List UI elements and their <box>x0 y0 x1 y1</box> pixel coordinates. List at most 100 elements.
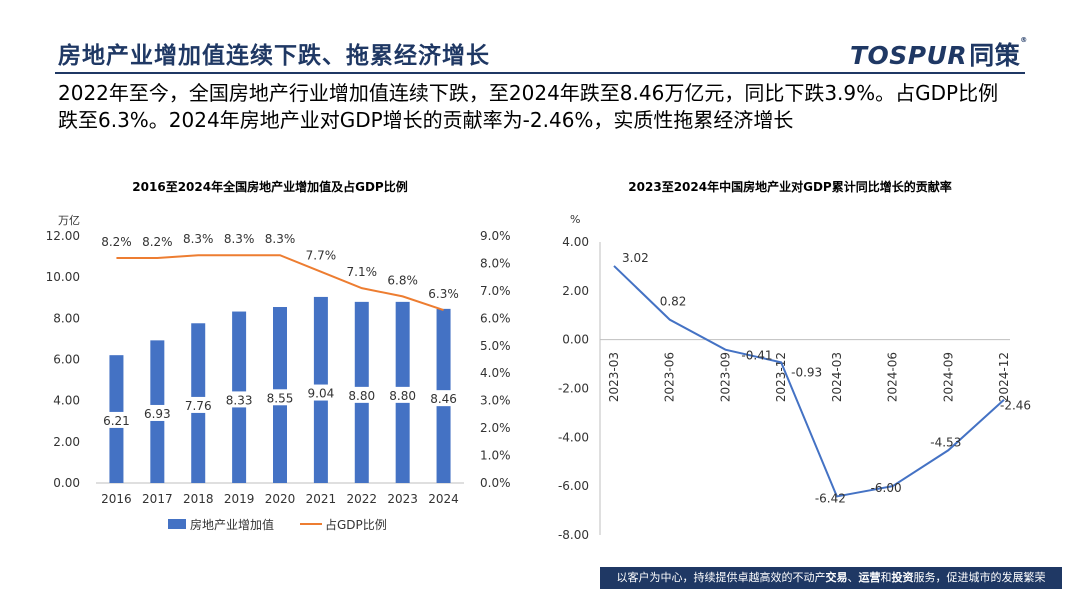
left-x-tick-label: 2024 <box>428 492 459 506</box>
left-y2-tick-label: 8.0% <box>480 256 511 270</box>
left-y-tick-label: 0.00 <box>53 476 80 490</box>
right-y-tick-label: 0.00 <box>562 333 589 347</box>
right-y-tick-label: -8.00 <box>558 528 589 542</box>
ratio-value-label: 8.2% <box>101 235 132 249</box>
right-y-tick-label: -4.00 <box>558 430 589 444</box>
left-x-tick-label: 2021 <box>306 492 337 506</box>
footer-text-2: 和 <box>880 571 892 584</box>
bar-value-label: 6.93 <box>144 407 171 421</box>
right-x-tick-label: 2024-12 <box>997 352 1011 402</box>
left-x-tick-label: 2022 <box>347 492 378 506</box>
logo-cn: 同策 <box>969 41 1021 70</box>
bar-value-label: 8.33 <box>226 393 253 407</box>
left-y-tick-label: 2.00 <box>53 435 80 449</box>
contribution-value-label: 0.82 <box>660 295 687 309</box>
left-y2-tick-label: 5.0% <box>480 339 511 353</box>
right-x-tick-label: 2023-06 <box>663 352 677 402</box>
footer-sep-1: 、 <box>847 571 859 584</box>
contribution-value-label: -6.00 <box>871 481 902 495</box>
left-y2-tick-label: 9.0% <box>480 229 511 243</box>
footer-bold-1: 交易 <box>825 571 848 584</box>
legend-label-line: 占GDP比例 <box>325 517 387 532</box>
contribution-value-label: -6.42 <box>815 491 846 505</box>
right-y-tick-label: -2.00 <box>558 382 589 396</box>
left-x-tick-label: 2016 <box>101 492 132 506</box>
right-y-axis-unit: % <box>570 213 580 226</box>
bar-label-bg <box>98 411 135 428</box>
title-divider <box>55 72 1025 74</box>
footer-banner: 以客户为中心，持续提供卓越高效的不动产交易、运营和投资服务，促进城市的发展繁荣 <box>600 567 1062 589</box>
left-y-tick-label: 12.00 <box>46 229 80 243</box>
bar-label-bg <box>139 404 176 421</box>
contribution-value-label: -2.46 <box>1000 399 1031 413</box>
left-y2-tick-label: 3.0% <box>480 394 511 408</box>
contribution-value-label: -0.41 <box>741 349 772 363</box>
bar-label-bg <box>302 384 339 401</box>
left-x-tick-label: 2019 <box>224 492 255 506</box>
left-x-tick-label: 2017 <box>142 492 173 506</box>
right-y-tick-label: -6.00 <box>558 479 589 493</box>
bar-label-bg <box>343 386 380 403</box>
right-chart-title: 2023至2024年中国房地产业对GDP累计同比增长的贡献率 <box>628 180 952 194</box>
footer-text-1: 以客户为中心，持续提供卓越高效的不动产 <box>616 571 826 584</box>
left-x-tick-label: 2020 <box>265 492 296 506</box>
bar-value-label: 9.04 <box>308 387 335 401</box>
right-x-tick-label: 2024-06 <box>886 352 900 402</box>
bar-label-bg <box>425 390 462 407</box>
footer-bold-3: 投资 <box>891 571 914 584</box>
contribution-rate-line <box>613 265 1005 498</box>
bar-value-label: 7.76 <box>185 399 212 413</box>
ratio-value-label: 7.7% <box>306 249 337 263</box>
right-y-tick-label: 4.00 <box>562 235 589 249</box>
right-x-tick-label: 2023-03 <box>607 352 621 402</box>
ratio-value-label: 8.3% <box>265 232 296 246</box>
right-x-tick-label: 2023-12 <box>774 352 788 402</box>
bar-label-bg <box>384 386 421 403</box>
left-y2-tick-label: 1.0% <box>480 449 511 463</box>
left-y2-tick-label: 4.0% <box>480 366 511 380</box>
footer-bold-2: 运营 <box>858 571 881 584</box>
contribution-value-label: 3.02 <box>622 251 649 265</box>
ratio-value-label: 6.3% <box>428 287 459 301</box>
tospur-logo: TOSPUR同策® <box>850 36 1028 72</box>
summary-text: 2022年至今，全国房地产行业增加值连续下跌，至2024年跌至8.46万亿元，同… <box>58 81 999 132</box>
left-y-tick-label: 10.00 <box>46 270 80 284</box>
ratio-value-label: 8.3% <box>224 232 255 246</box>
bar-value-label: 6.21 <box>103 414 130 428</box>
right-x-tick-label: 2024-09 <box>941 352 955 402</box>
right-x-tick-label: 2023-09 <box>718 352 732 402</box>
footer-text-3: 服务，促进城市的发展繁荣 <box>913 571 1046 584</box>
bar-value-label: 8.80 <box>348 389 375 403</box>
left-y2-tick-label: 0.0% <box>480 476 511 490</box>
left-y2-tick-label: 2.0% <box>480 421 511 435</box>
legend-swatch-bar <box>168 519 186 529</box>
left-y2-tick-label: 6.0% <box>480 311 511 325</box>
bar-value-label: 8.46 <box>430 392 457 406</box>
left-y2-tick-label: 7.0% <box>480 284 511 298</box>
right-x-tick-label: 2024-03 <box>830 352 844 402</box>
left-x-tick-label: 2023 <box>387 492 418 506</box>
left-y-tick-label: 4.00 <box>53 394 80 408</box>
right-y-tick-label: 2.00 <box>562 284 589 298</box>
ratio-value-label: 8.2% <box>142 235 173 249</box>
left-x-tick-label: 2018 <box>183 492 214 506</box>
contribution-value-label: -4.53 <box>930 435 961 449</box>
bar-value-label: 8.80 <box>389 389 416 403</box>
left-chart-title: 2016至2024年全国房地产业增加值及占GDP比例 <box>132 180 408 194</box>
bar-label-bg <box>180 396 217 413</box>
ratio-value-label: 6.8% <box>387 273 418 287</box>
legend-label-bar: 房地产业增加值 <box>190 517 274 532</box>
bar-label-bg <box>221 391 258 408</box>
bar-label-bg <box>262 389 298 406</box>
logo-text: TOSPUR <box>850 41 968 70</box>
left-y-axis-unit: 万亿 <box>58 214 80 227</box>
bar-value-label: 8.55 <box>267 391 294 405</box>
contribution-value-label: -0.93 <box>791 365 822 379</box>
logo-registered-mark: ® <box>1020 36 1028 44</box>
page-title: 房地产业增加值连续下跌、拖累经济增长 <box>58 43 490 69</box>
ratio-value-label: 7.1% <box>347 265 378 279</box>
left-y-tick-label: 6.00 <box>53 353 80 367</box>
ratio-value-label: 8.3% <box>183 232 214 246</box>
left-y-tick-label: 8.00 <box>53 311 80 325</box>
